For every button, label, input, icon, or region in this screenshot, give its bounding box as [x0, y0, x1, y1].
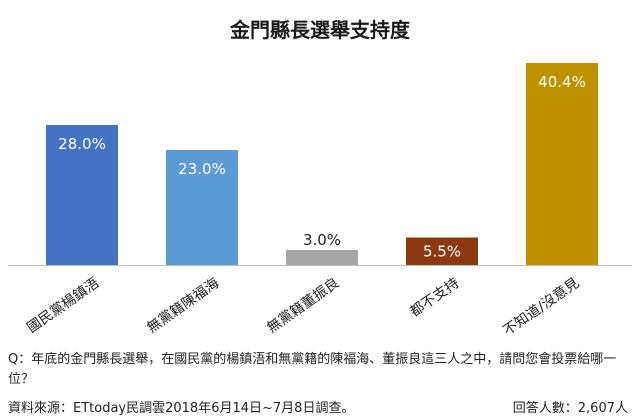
bar-chart: 28.0% 23.0% 3.0% 5.5% 40.4% 國民黨楊鎮浯 無黨籍陳福海 無黨籍董…: [8, 63, 632, 339]
data-label-5: 40.4%: [538, 73, 586, 91]
category-label-2: 無黨籍陳福海: [144, 274, 223, 336]
data-label-1: 28.0%: [58, 135, 106, 153]
data-label-4: 5.5%: [423, 242, 461, 260]
bar-2: [166, 150, 238, 265]
data-label-2: 23.0%: [178, 160, 226, 178]
category-label-1: 國民黨楊鎮浯: [24, 274, 103, 336]
bar-4: [406, 237, 478, 265]
respondent-count: 回答人數：2,607人: [512, 401, 628, 416]
footer: 資料來源：ETtoday民調雲2018年6月14日~7月8日調查。 回答人數：2…: [8, 397, 632, 416]
bar-5: [526, 63, 598, 265]
bar-1: [46, 125, 118, 265]
category-label-5: 不知道/沒意見: [500, 274, 582, 339]
bar-3: [286, 250, 358, 265]
category-label-3: 無黨籍董振良: [264, 274, 343, 336]
chart-title: 金門縣長選舉支持度: [230, 18, 410, 42]
category-label-4: 都不支持: [407, 275, 462, 320]
survey-question: Q：年底的金門縣長選舉，在國民黨的楊鎮浯和無黨籍的陳福海、董振良這三人之中，請問…: [8, 352, 617, 387]
data-label-3: 3.0%: [303, 231, 341, 249]
data-source: 資料來源：ETtoday民調雲2018年6月14日~7月8日調查。: [8, 401, 355, 416]
